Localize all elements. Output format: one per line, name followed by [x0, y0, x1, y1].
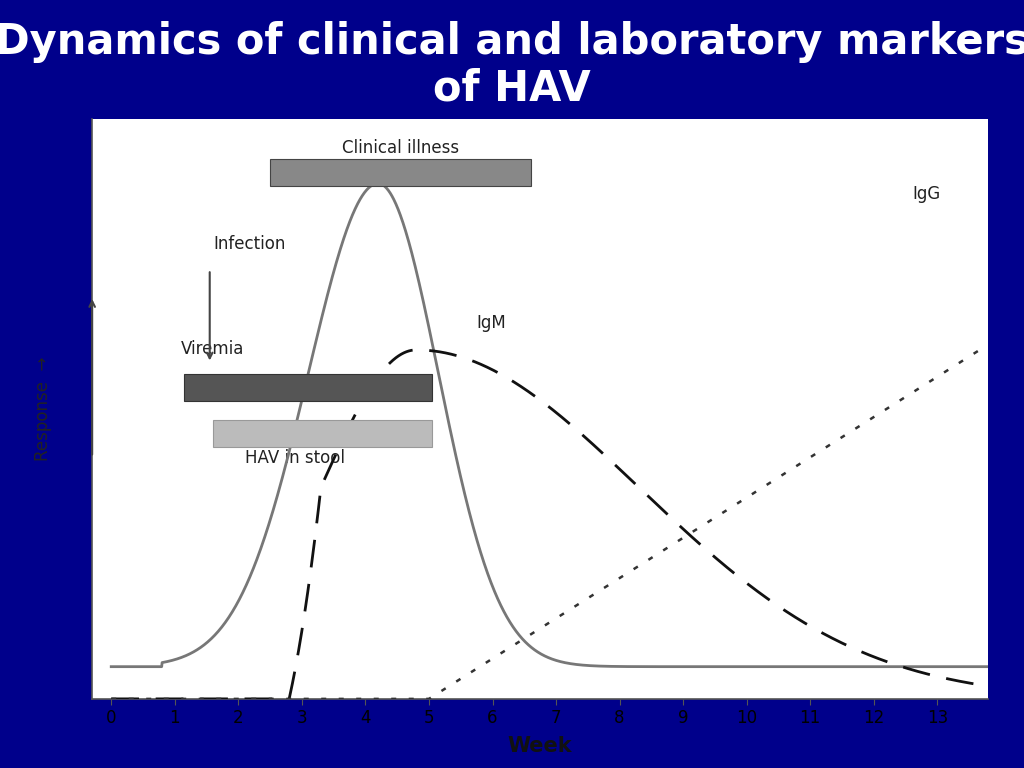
- Text: Dynamics of clinical and laboratory markers: Dynamics of clinical and laboratory mark…: [0, 22, 1024, 63]
- Text: Viremia: Viremia: [181, 340, 245, 358]
- Text: ALT: ALT: [400, 169, 429, 187]
- Text: Infection: Infection: [213, 235, 286, 253]
- Text: IgM: IgM: [476, 314, 506, 332]
- X-axis label: Week: Week: [508, 736, 572, 756]
- Text: IgG: IgG: [912, 185, 940, 204]
- Text: HAV in stool: HAV in stool: [245, 449, 345, 467]
- Bar: [270, 159, 530, 186]
- Text: Clinical illness: Clinical illness: [342, 138, 459, 157]
- Text: Response  →: Response →: [34, 357, 52, 461]
- Text: of HAV: of HAV: [433, 68, 591, 109]
- Bar: [213, 419, 432, 446]
- Bar: [184, 374, 432, 401]
